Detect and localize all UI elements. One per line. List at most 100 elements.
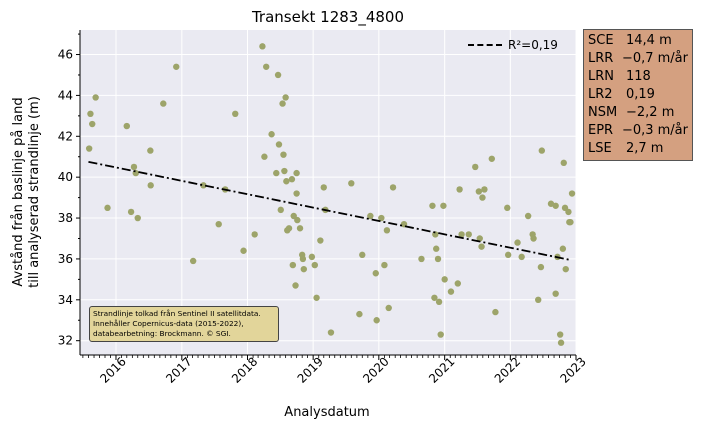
data-point [378, 214, 385, 222]
data-point [317, 237, 324, 244]
stat-key: LRR [588, 51, 614, 66]
data-point [215, 220, 222, 228]
data-point [440, 202, 447, 209]
data-point [431, 294, 438, 301]
stat-row: LRN 118 [588, 68, 688, 86]
y-tick-label: 38 [58, 211, 73, 225]
y-tick-label: 32 [58, 334, 73, 348]
x-tick-label: 2017 [163, 354, 194, 385]
data-point [294, 216, 301, 224]
data-point [173, 63, 180, 70]
y-tick-label: 46 [58, 48, 73, 62]
data-point [560, 159, 567, 167]
data-point [476, 235, 483, 242]
chart-title: Transekt 1283_4800 [251, 8, 404, 27]
data-point [293, 190, 300, 197]
note-line: Innehåller Copernicus-data (2015-2022), [93, 319, 244, 328]
data-point [123, 122, 130, 130]
data-point [389, 184, 397, 191]
y-axis-label-line1: Avstånd från baslinje på land [11, 97, 26, 286]
data-point [373, 317, 380, 324]
data-points [85, 43, 576, 346]
data-point [437, 331, 444, 338]
data-point [458, 231, 465, 238]
data-point [535, 296, 542, 304]
data-point [87, 110, 94, 118]
data-point [296, 225, 304, 232]
data-point [475, 188, 483, 195]
stat-key: LRN [588, 69, 614, 84]
data-point [283, 178, 290, 185]
stat-value: −0,7 m/år [621, 51, 688, 66]
data-point [381, 261, 388, 269]
data-point [518, 253, 525, 261]
data-source-note: Strandlinje tolkad från Sentinel II sate… [89, 306, 279, 342]
y-tick-label: 40 [58, 170, 73, 184]
data-point [488, 155, 496, 162]
data-point [308, 253, 316, 261]
data-point [447, 288, 455, 295]
data-point [274, 71, 282, 79]
data-point [327, 329, 335, 336]
data-point [435, 298, 443, 306]
data-point [268, 131, 275, 138]
data-point [552, 202, 559, 209]
stat-row: EPR −0,3 m/år [588, 122, 688, 140]
data-point [559, 245, 567, 252]
data-point [282, 94, 289, 101]
data-point [259, 43, 266, 50]
x-tick-label: 2021 [426, 354, 457, 385]
trend-line-group [88, 160, 571, 261]
data-point [537, 263, 545, 271]
data-point [367, 212, 374, 220]
data-point [288, 176, 296, 183]
data-point [504, 251, 512, 259]
data-point [472, 163, 479, 171]
stat-row: SCE 14,4 m [588, 32, 688, 50]
data-point [311, 261, 318, 269]
data-point [456, 186, 463, 193]
stat-value: −0,3 m/år [621, 123, 688, 138]
y-axis-label-line2: till analyserad strandlinje (m) [27, 96, 42, 288]
data-point [481, 186, 488, 193]
grid [80, 30, 577, 355]
stat-key: LSE [588, 141, 612, 156]
stat-value: 14,4 m [626, 33, 672, 48]
data-point [293, 169, 300, 177]
x-tick-label: 2023 [557, 354, 588, 385]
data-point [383, 227, 391, 234]
x-tick-label: 2018 [229, 354, 260, 385]
data-point [565, 208, 572, 216]
data-point [277, 206, 284, 214]
data-point [359, 251, 366, 259]
data-point [429, 202, 436, 209]
data-point [232, 110, 239, 118]
note-line: databearbetning: Brockmann. © SGI. [93, 329, 231, 338]
data-point [300, 265, 308, 273]
x-tick-label: 2020 [360, 354, 391, 385]
data-point [263, 63, 270, 70]
data-point [92, 94, 99, 101]
stat-value: 2,7 m [626, 141, 664, 156]
stat-key: NSM [588, 105, 618, 120]
stat-key: SCE [588, 33, 614, 48]
data-point [538, 147, 546, 154]
y-tick-label: 44 [58, 88, 73, 102]
data-point [372, 270, 379, 277]
data-point [479, 194, 486, 201]
data-point [275, 141, 283, 148]
data-point [441, 276, 448, 283]
data-point [454, 280, 462, 287]
data-point [292, 282, 299, 289]
data-point [320, 184, 327, 191]
data-point [279, 100, 286, 107]
data-point [147, 182, 154, 189]
data-point [567, 218, 574, 226]
data-point [385, 304, 392, 312]
stat-key: LR2 [588, 87, 613, 102]
x-tick-label: 2016 [97, 354, 128, 385]
data-point [89, 120, 96, 128]
data-point [289, 261, 297, 269]
data-point [465, 231, 472, 238]
